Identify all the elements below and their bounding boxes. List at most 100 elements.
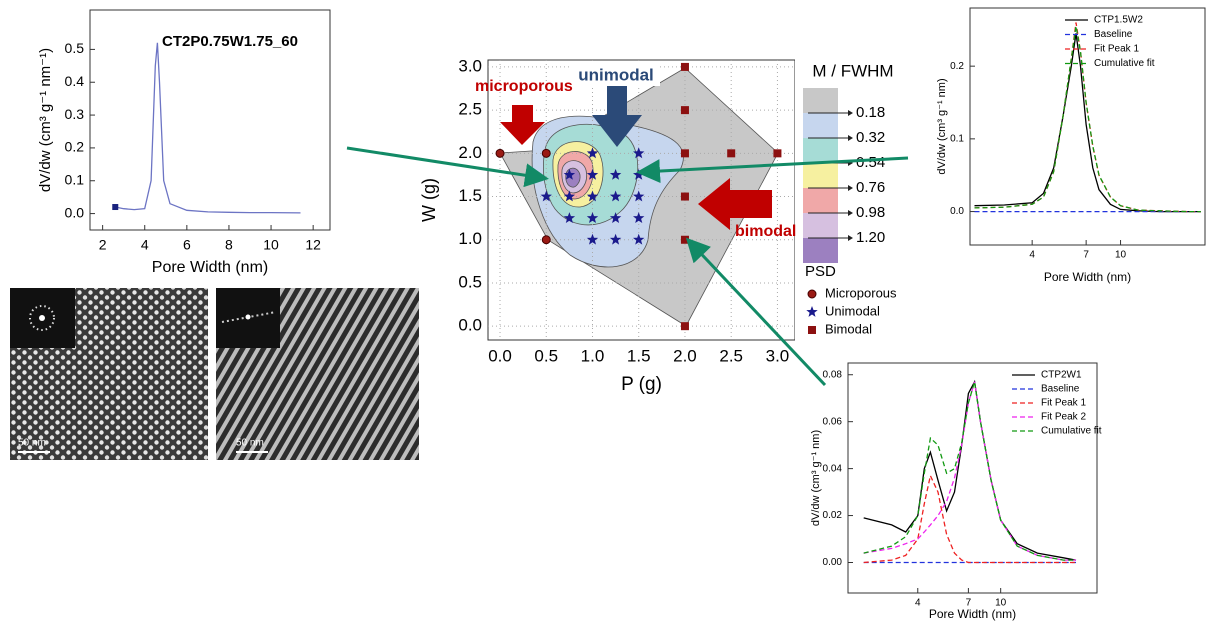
legend-label: Microporous: [825, 285, 897, 300]
point: [609, 168, 622, 180]
series-line: [863, 381, 1076, 561]
point: [609, 212, 622, 223]
legend-label: Fit Peak 1: [1094, 44, 1139, 55]
y-tick-label: 0.1: [65, 171, 85, 187]
point: [633, 212, 645, 223]
x-tick-label: 12: [305, 237, 321, 253]
point: [563, 190, 576, 202]
colorbar-label: 0.18: [856, 104, 885, 121]
point: [727, 149, 736, 158]
point: [495, 148, 505, 158]
point: [609, 190, 622, 202]
colorbar-title: M / FWHM: [812, 61, 893, 80]
unimodal-arrow: [592, 86, 642, 147]
y-tick-label: 0.2: [950, 61, 964, 72]
plot-frame: [969, 7, 1206, 246]
legend-label: Cumulative fit: [1041, 426, 1102, 437]
point: [586, 147, 599, 159]
legend-label: Baseline: [1094, 29, 1133, 40]
plot-frame: [89, 9, 331, 231]
x-tick-label: 8: [225, 237, 233, 253]
y-tick-label: 2.5: [458, 100, 482, 119]
point: [680, 62, 689, 71]
micrograph: 50 nm: [10, 288, 208, 460]
legend-label: Baseline: [1041, 384, 1080, 395]
x-tick-label: 7: [966, 598, 972, 609]
point: [633, 233, 645, 245]
colorbar-band: [803, 213, 838, 238]
label-box: [572, 64, 660, 86]
legend-marker: [806, 306, 818, 317]
colorbar-tick-head: [848, 185, 853, 191]
bimodal-arrow: [698, 178, 772, 230]
y-tick-label: 0.0: [65, 204, 85, 220]
point: [609, 233, 622, 245]
point: [541, 235, 551, 245]
y-tick-label: 3.0: [458, 56, 482, 75]
point: [563, 212, 576, 223]
colorbar-band: [803, 163, 838, 188]
colorbar-band: [803, 188, 838, 213]
series-line: [863, 381, 1076, 561]
x-tick-label: 10: [263, 237, 279, 253]
colorbar-label: 0.54: [856, 154, 885, 171]
x-tick-label: 0.5: [534, 346, 558, 365]
x-axis-label: Pore Width (nm): [929, 607, 1016, 621]
point: [680, 235, 689, 244]
x-tick-label: 3.0: [766, 346, 790, 365]
colorbar-label: 1.20: [856, 229, 885, 246]
point: [680, 106, 689, 115]
legend-label: CTP2W1: [1041, 370, 1082, 381]
y-tick-label: 1.0: [458, 229, 482, 248]
annotation: bimodal: [735, 223, 796, 240]
x-tick-label: 1.5: [627, 346, 651, 365]
legend-marker: [808, 326, 816, 334]
x-axis-label: Pore Width (nm): [1044, 270, 1131, 284]
y-axis-label: dV/dw (cm³ g⁻¹ nm⁻¹): [37, 48, 54, 192]
point: [680, 322, 689, 331]
point: [540, 190, 552, 202]
y-axis-label: dV/dw (cm³ g⁻¹ nm): [810, 430, 822, 526]
colorbar-label: 0.32: [856, 129, 885, 146]
charts: 2 4 6 8 10 12 0.0 0.1 0.2 0.3 0.4 0.5 Pore Width (nm…: [37, 7, 1206, 621]
legend-label: Cumulative fit: [1094, 58, 1155, 69]
point: [586, 212, 599, 223]
legend-label: Bimodal: [825, 321, 872, 336]
x-tick-label: 10: [1115, 250, 1127, 261]
x-tick-label: 2.0: [673, 346, 697, 365]
point: [680, 149, 689, 158]
series-line: [974, 26, 1201, 213]
point: [563, 168, 576, 180]
x-tick-label: 4: [915, 598, 921, 609]
y-tick-label: 0.0: [950, 206, 964, 217]
x-tick-label: 6: [183, 237, 191, 253]
y-tick-label: 0.5: [65, 40, 85, 56]
y-tick-label: 0.02: [823, 510, 843, 521]
annotation: unimodal: [578, 65, 654, 84]
x-tick-label: 2.5: [719, 346, 743, 365]
series-line: [974, 33, 1201, 213]
legend-label: Fit Peak 1: [1041, 398, 1086, 409]
point: [680, 192, 689, 201]
colorbar-tick-head: [848, 210, 853, 216]
y-tick-label: 0.06: [823, 416, 843, 427]
x-tick-label: 4: [141, 237, 149, 253]
connector-arrow: [685, 237, 827, 387]
y-tick-label: 0.04: [823, 463, 843, 474]
legend-label: Unimodal: [825, 303, 880, 318]
legend-label: Fit Peak 2: [1041, 412, 1086, 423]
colorbar-band: [803, 138, 838, 163]
scale-label: 50 nm: [236, 438, 264, 449]
x-axis-label: Pore Width (nm): [152, 259, 268, 276]
x-axis-label: P (g): [621, 374, 662, 395]
chart-title: CT2P0.75W1.75_60: [162, 33, 298, 50]
connector-arrow: [636, 156, 909, 184]
y-tick-label: 2.0: [458, 143, 482, 162]
annotation: microporous: [475, 78, 573, 95]
colorbar-tick-head: [848, 110, 853, 116]
point: [586, 190, 599, 202]
point: [541, 148, 551, 158]
colorbar-label: 0.76: [856, 179, 885, 196]
y-axis-label: W (g): [419, 178, 439, 222]
